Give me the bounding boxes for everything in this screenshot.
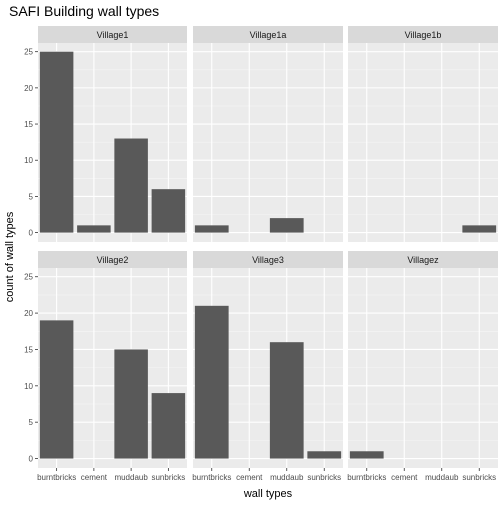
x-tick-label: muddaub — [270, 473, 304, 482]
facet-panel: Villagez burntbricks cement muddaub sunbrick… — [347, 251, 498, 482]
y-tick-label: 0 — [29, 229, 34, 238]
y-tick-label: 25 — [24, 48, 33, 57]
x-tick-label: cement — [391, 473, 418, 482]
y-tick-label: 20 — [24, 84, 33, 93]
facet-strip-label: Village1b — [405, 30, 442, 40]
x-tick-label: sunbricks — [151, 473, 185, 482]
y-tick-label: 5 — [29, 418, 34, 427]
bar — [195, 225, 229, 232]
facet-strip-label: Village3 — [252, 255, 284, 265]
facet-panel: Village2 0 5 10 15 20 25 burntbricks cement mudda… — [24, 251, 187, 482]
bar — [77, 225, 111, 232]
x-axis-title: wall types — [243, 488, 293, 500]
bar — [462, 225, 496, 232]
y-tick-label: 20 — [24, 309, 33, 318]
facet-panel: Village1b — [348, 26, 498, 242]
bar — [307, 451, 341, 458]
x-tick-label: muddaub — [425, 473, 459, 482]
y-tick-label: 15 — [24, 345, 33, 354]
panel-background — [193, 43, 343, 242]
chart-title: SAFI Building wall types — [9, 3, 159, 19]
y-tick-label: 15 — [24, 120, 33, 129]
facet-strip-label: Village1a — [250, 30, 287, 40]
panel-background — [348, 43, 498, 242]
bar — [40, 320, 74, 458]
facet-strip-label: Village2 — [97, 255, 129, 265]
bar — [40, 52, 74, 233]
bar — [270, 218, 304, 232]
bar — [350, 451, 384, 458]
y-tick-label: 25 — [24, 273, 33, 282]
bar — [152, 393, 186, 458]
y-tick-label: 5 — [29, 192, 34, 201]
facet-strip-label: Villagez — [407, 255, 439, 265]
bar — [114, 139, 148, 233]
facet-panel: Village1 0 5 10 15 20 25 — [24, 26, 187, 242]
bar — [270, 342, 304, 458]
x-tick-label: burntbricks — [192, 473, 231, 482]
y-tick-label: 10 — [24, 156, 33, 165]
bar — [152, 189, 186, 232]
facet-strip-label: Village1 — [97, 30, 129, 40]
x-tick-label: cement — [236, 473, 263, 482]
facet-panel: Village3 burntbricks cement muddaub sunbrick… — [192, 251, 343, 482]
bar — [195, 306, 229, 459]
x-tick-label: burntbricks — [347, 473, 386, 482]
x-tick-label: burntbricks — [37, 473, 76, 482]
facet-panel: Village1a — [193, 26, 343, 242]
x-tick-label: cement — [81, 473, 108, 482]
facet-panels: Village1 0 5 10 15 20 25 Village1a Village1b Vill… — [24, 26, 498, 482]
panel-background — [348, 268, 498, 468]
x-tick-label: sunbricks — [462, 473, 496, 482]
y-tick-label: 10 — [24, 382, 33, 391]
y-tick-label: 0 — [29, 455, 34, 464]
x-tick-label: sunbricks — [307, 473, 341, 482]
bar — [114, 349, 148, 458]
x-tick-label: muddaub — [114, 473, 148, 482]
y-axis-title: count of wall types — [4, 211, 16, 302]
